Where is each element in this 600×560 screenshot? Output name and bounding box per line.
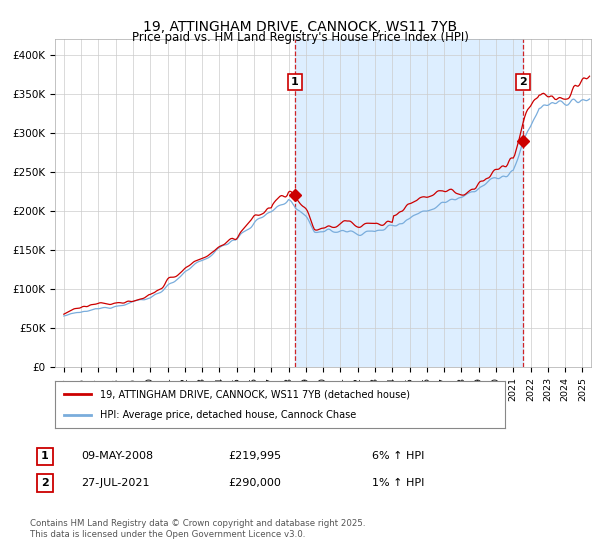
Text: 09-MAY-2008: 09-MAY-2008 [81,451,153,461]
Text: 27-JUL-2021: 27-JUL-2021 [81,478,149,488]
Text: 2: 2 [519,77,527,87]
Text: £219,995: £219,995 [228,451,281,461]
Text: 6% ↑ HPI: 6% ↑ HPI [372,451,424,461]
Text: HPI: Average price, detached house, Cannock Chase: HPI: Average price, detached house, Cann… [100,410,356,420]
Text: Price paid vs. HM Land Registry's House Price Index (HPI): Price paid vs. HM Land Registry's House … [131,31,469,44]
Text: 19, ATTINGHAM DRIVE, CANNOCK, WS11 7YB: 19, ATTINGHAM DRIVE, CANNOCK, WS11 7YB [143,20,457,34]
Text: 1: 1 [291,77,299,87]
Text: 19, ATTINGHAM DRIVE, CANNOCK, WS11 7YB (detached house): 19, ATTINGHAM DRIVE, CANNOCK, WS11 7YB (… [100,389,410,399]
Text: Contains HM Land Registry data © Crown copyright and database right 2025.
This d: Contains HM Land Registry data © Crown c… [30,520,365,539]
Bar [295,39,523,367]
Text: 2: 2 [41,478,49,488]
Text: 1% ↑ HPI: 1% ↑ HPI [372,478,424,488]
Text: £290,000: £290,000 [228,478,281,488]
Text: 1: 1 [41,451,49,461]
